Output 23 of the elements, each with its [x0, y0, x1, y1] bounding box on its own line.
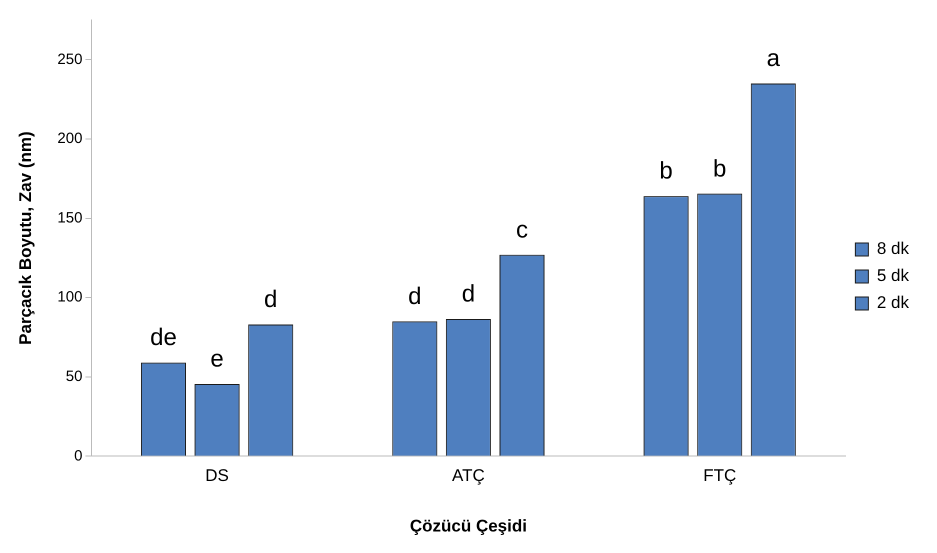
y-tick-label: 100 [57, 288, 82, 306]
x-tick-label: DS [205, 466, 229, 486]
data-label: e [210, 346, 224, 373]
data-label: d [264, 286, 278, 314]
data-label: a [766, 45, 781, 72]
data-label: d [462, 280, 476, 308]
y-tick-label: 200 [57, 130, 82, 148]
x-tick-label: ATÇ [452, 466, 485, 486]
y-tick-label: 250 [57, 50, 82, 68]
y-axis-title: Parçacık Boyutu, Zav (nm) [16, 131, 35, 345]
y-tick-label: 0 [74, 447, 82, 464]
data-label: de [150, 324, 177, 352]
x-axis-title: Çözücü Çeşidi [410, 516, 527, 536]
data-label: c [516, 216, 528, 244]
y-tick-label: 150 [57, 209, 82, 226]
data-label: b [713, 155, 726, 182]
legend-label: 2 dk [876, 293, 910, 312]
data-label: b [659, 158, 673, 185]
legend-label: 8 dk [876, 239, 910, 258]
x-tick-label: FTÇ [703, 466, 736, 486]
data-label: d [408, 283, 422, 310]
legend-label: 5 dk [876, 266, 910, 286]
y-tick-label: 50 [66, 368, 82, 386]
